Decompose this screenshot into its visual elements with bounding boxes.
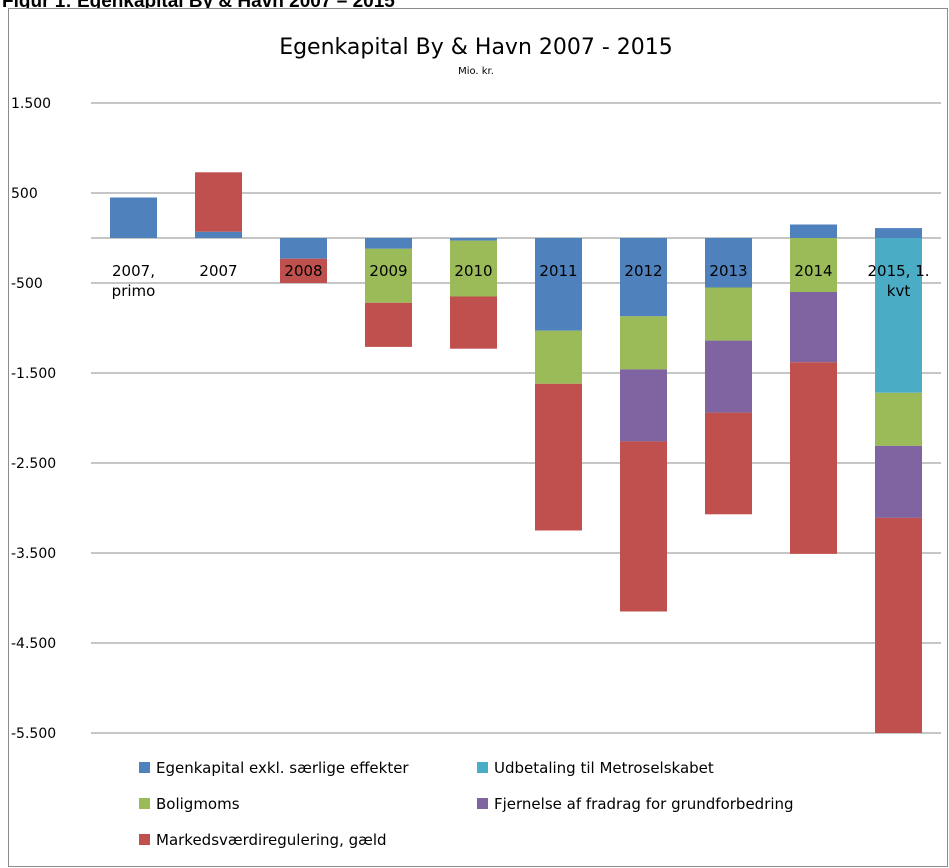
legend-label: Boligmoms	[156, 795, 240, 813]
bar-segment	[705, 238, 752, 288]
bar-segment	[705, 287, 752, 341]
y-tick-label: -500	[11, 276, 43, 292]
bar-segment	[535, 383, 582, 531]
legend-item: Markedsværdiregulering, gæld	[139, 831, 387, 849]
legend-item: Udbetaling til Metroselskabet	[477, 759, 714, 777]
bar-segment	[705, 412, 752, 515]
chart-subtitle: Mio. kr.	[458, 66, 494, 77]
legend-swatch	[477, 798, 488, 809]
legend: Egenkapital exkl. særlige effekter Udbeta…	[139, 759, 794, 849]
x-tick-label: 2008	[284, 262, 322, 280]
x-tick-label: 2014	[794, 262, 832, 280]
bar-segment	[195, 231, 242, 238]
bar-segment	[450, 238, 497, 241]
y-tick-label: 500	[11, 186, 38, 202]
bar-segment	[450, 240, 497, 297]
x-tick-label: 2010	[454, 262, 492, 280]
bar-segment	[365, 238, 412, 249]
y-tick-label: -3.500	[11, 546, 56, 562]
legend-swatch	[139, 834, 150, 845]
bar-segment	[365, 248, 412, 303]
bar-segment	[620, 441, 667, 612]
y-tick-label: 1.500	[11, 96, 51, 112]
legend-label: Fjernelse af fradrag for grundforbedring	[494, 795, 794, 813]
x-tick-label: 2009	[369, 262, 407, 280]
legend-swatch	[477, 762, 488, 773]
bar-segment	[875, 517, 922, 733]
bar-segment	[535, 238, 582, 331]
bar-segment	[365, 302, 412, 347]
chart-frame: Egenkapital By & Havn 2007 - 2015 Mio. k…	[8, 8, 948, 867]
bar-segment	[450, 296, 497, 349]
x-axis-ticks: 2007, primo 2007 2008 2009 2010 2011 2012 2013 20…	[112, 262, 930, 300]
bars	[110, 172, 922, 733]
bar-segment	[790, 292, 837, 363]
x-tick-label: 2011	[539, 262, 577, 280]
legend-label: Markedsværdiregulering, gæld	[156, 831, 387, 849]
bar-segment	[790, 362, 837, 554]
y-tick-label: -5.500	[11, 726, 56, 742]
bar-segment	[280, 258, 327, 283]
y-tick-label: -2.500	[11, 456, 56, 472]
legend-item: Egenkapital exkl. særlige effekter	[139, 759, 409, 777]
bar-segment	[875, 228, 922, 238]
bar-segment	[875, 238, 922, 393]
bar-segment	[790, 224, 837, 238]
y-tick-label: -1.500	[11, 366, 56, 382]
bar-segment	[535, 330, 582, 384]
legend-swatch	[139, 762, 150, 773]
legend-label: Udbetaling til Metroselskabet	[494, 759, 714, 777]
chart-title: Egenkapital By & Havn 2007 - 2015	[279, 35, 673, 60]
legend-item: Fjernelse af fradrag for grundforbedring	[477, 795, 794, 813]
bar-segment	[705, 340, 752, 413]
legend-swatch	[139, 798, 150, 809]
y-axis-ticks: 1.500 500 -500 -1.500 -2.500 -3.500 -4.500 -5.5…	[11, 96, 56, 742]
bar-segment	[620, 369, 667, 442]
bar-segment	[875, 445, 922, 518]
legend-item: Boligmoms	[139, 795, 240, 813]
x-tick-label: 2007	[199, 262, 237, 280]
bar-segment	[620, 316, 667, 370]
bar-chart: Egenkapital By & Havn 2007 - 2015 Mio. k…	[11, 35, 941, 849]
x-tick-label: 2007, primo	[112, 262, 156, 300]
bar-segment	[790, 238, 837, 292]
bar-segment	[280, 238, 327, 259]
y-tick-label: -4.500	[11, 636, 56, 652]
bar-segment	[620, 238, 667, 317]
bar-segment	[110, 197, 157, 238]
x-tick-label: 2015, 1. kvt	[867, 262, 929, 300]
bar-segment	[875, 392, 922, 446]
bar-segment	[195, 172, 242, 232]
legend-label: Egenkapital exkl. særlige effekter	[156, 759, 409, 777]
x-tick-label: 2012	[624, 262, 662, 280]
x-tick-label: 2013	[709, 262, 747, 280]
